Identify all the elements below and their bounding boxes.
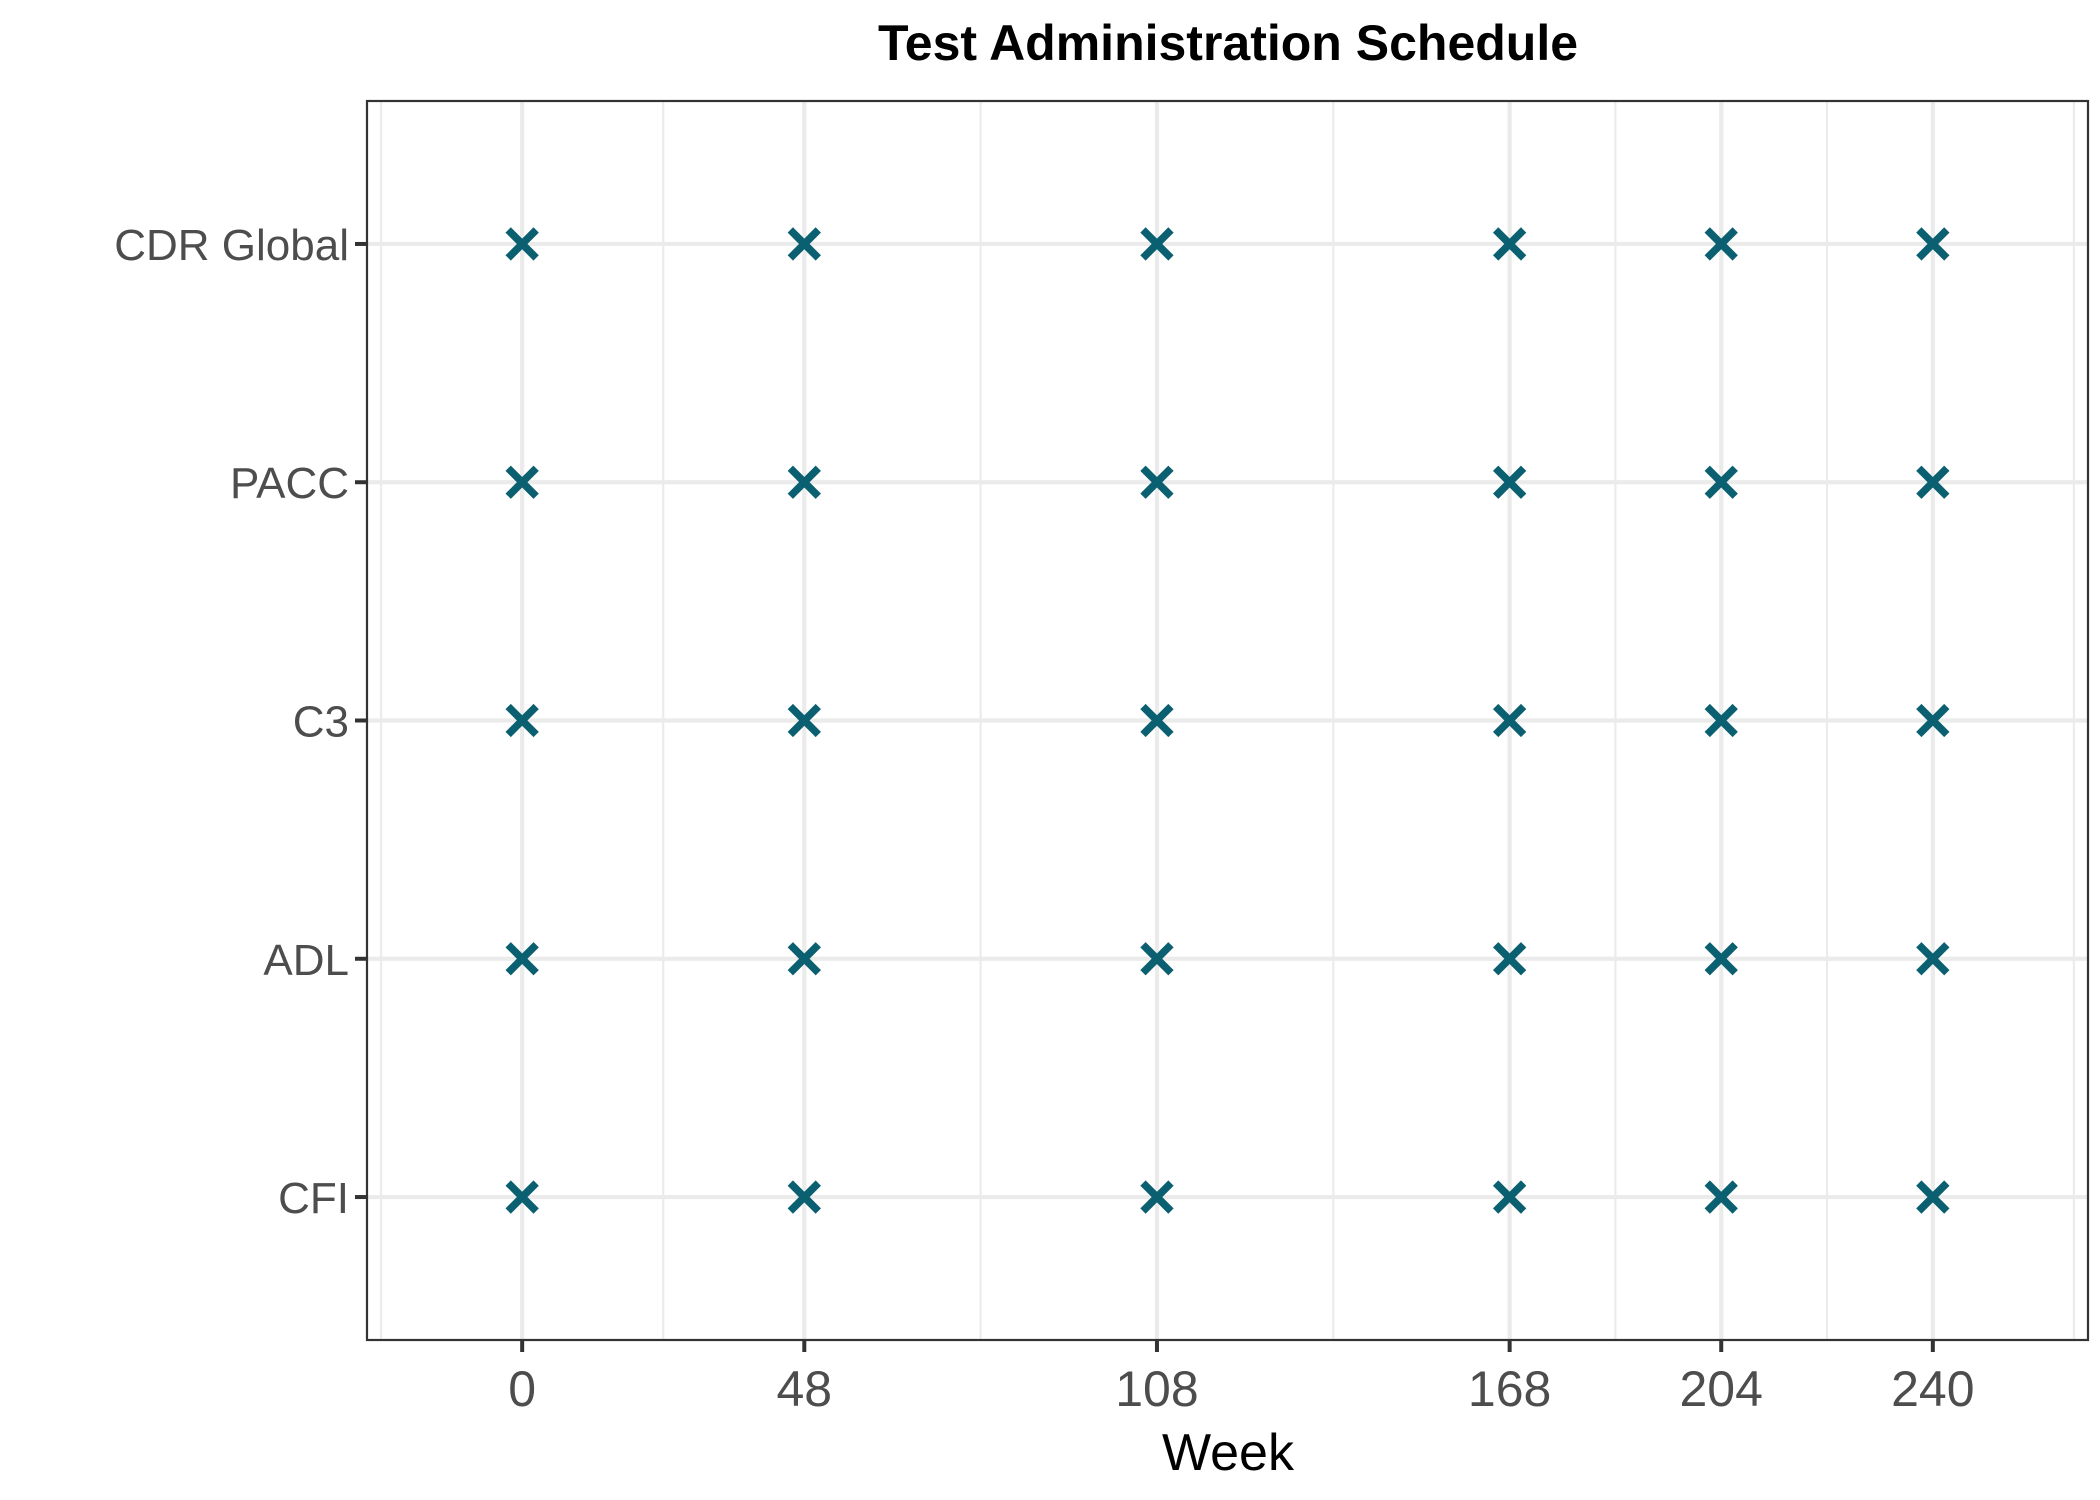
schedule-marker (1140, 703, 1174, 738)
marker-stroke (787, 227, 821, 261)
marker-stroke (505, 1180, 539, 1214)
schedule-marker (787, 227, 821, 261)
x-axis-title: Week (1162, 1424, 1295, 1482)
schedule-marker (505, 227, 539, 261)
marker-stroke (1492, 465, 1527, 499)
y-tick-label: CDR Global (114, 221, 349, 270)
marker-stroke (1492, 1180, 1527, 1214)
chart-title: Test Administration Schedule (878, 15, 1578, 71)
x-tick-label: 168 (1468, 1361, 1551, 1417)
schedule-marker (1140, 942, 1174, 976)
marker-stroke (1704, 227, 1738, 261)
schedule-marker (1916, 942, 1950, 976)
x-tick-label: 204 (1680, 1361, 1763, 1417)
y-tick-label: C3 (293, 698, 349, 747)
schedule-marker (505, 1180, 539, 1214)
x-tick-label: 0 (508, 1361, 536, 1417)
schedule-marker (1704, 1180, 1738, 1214)
schedule-marker (1140, 1180, 1174, 1214)
marker-stroke (1916, 703, 1950, 738)
marker-stroke (505, 703, 539, 738)
marker-stroke (1140, 227, 1174, 261)
marker-stroke (787, 942, 821, 976)
marker-stroke (1704, 942, 1738, 976)
schedule-marker (505, 942, 539, 976)
marker-stroke (1140, 1180, 1174, 1214)
marker-stroke (1492, 703, 1527, 738)
schedule-marker (1492, 942, 1527, 976)
schedule-marker (1492, 703, 1527, 738)
schedule-marker (1492, 465, 1527, 499)
marker-stroke (1916, 465, 1950, 499)
schedule-marker (1492, 1180, 1527, 1214)
schedule-marker (1916, 1180, 1950, 1214)
marker-stroke (1704, 465, 1738, 499)
schedule-marker (505, 703, 539, 738)
schedule-marker (787, 703, 821, 738)
marker-stroke (1492, 227, 1527, 261)
data-markers (505, 227, 1950, 1214)
y-tick-label: CFI (278, 1174, 349, 1223)
grid-lines (367, 101, 2088, 1340)
marker-stroke (505, 942, 539, 976)
schedule-marker (1140, 227, 1174, 261)
marker-stroke (787, 1180, 821, 1214)
axis-ticks (355, 241, 1935, 1352)
marker-stroke (1916, 227, 1950, 261)
schedule-marker (1704, 703, 1738, 738)
schedule-marker (1492, 227, 1527, 261)
marker-stroke (1492, 942, 1527, 976)
marker-stroke (787, 465, 821, 499)
x-tick-label: 108 (1115, 1361, 1198, 1417)
schedule-marker (787, 942, 821, 976)
marker-stroke (1704, 703, 1738, 738)
marker-stroke (1704, 1180, 1738, 1214)
marker-stroke (1140, 703, 1174, 738)
x-tick-label: 48 (776, 1361, 832, 1417)
schedule-marker (1916, 703, 1950, 738)
schedule-marker (787, 465, 821, 499)
schedule-marker (1916, 465, 1950, 499)
x-tick-label: 240 (1891, 1361, 1974, 1417)
schedule-marker (1704, 465, 1738, 499)
marker-stroke (1140, 942, 1174, 976)
axis-tick-labels: 0 48 108 168 204 240 CDR Global PACC C3 ADL CFI (114, 221, 1974, 1417)
marker-stroke (505, 227, 539, 261)
y-tick-label: PACC (230, 459, 349, 508)
schedule-marker (1140, 465, 1174, 499)
marker-stroke (1140, 465, 1174, 499)
marker-stroke (1916, 942, 1950, 976)
y-tick-label: ADL (263, 936, 349, 985)
marker-stroke (787, 703, 821, 738)
schedule-marker (505, 465, 539, 499)
marker-stroke (1916, 1180, 1950, 1214)
schedule-marker (787, 1180, 821, 1214)
schedule-marker (1916, 227, 1950, 261)
schedule-marker (1704, 227, 1738, 261)
marker-stroke (505, 465, 539, 499)
schedule-marker (1704, 942, 1738, 976)
